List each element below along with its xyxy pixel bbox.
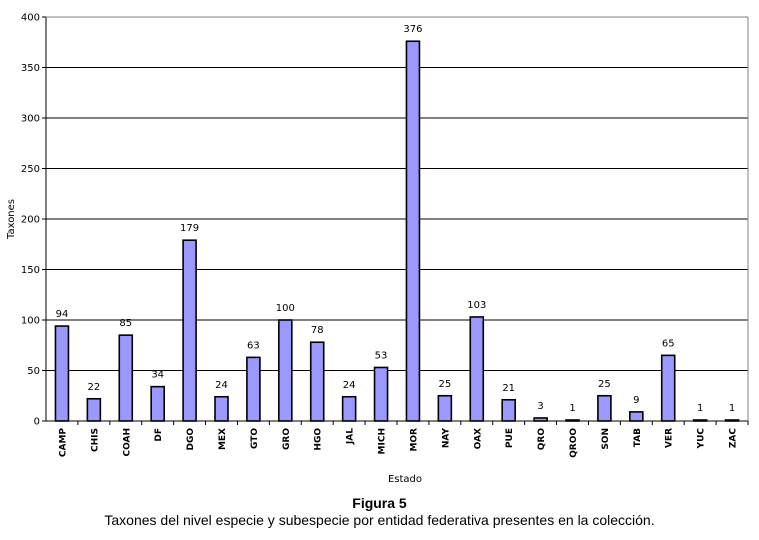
category-label-qro: QRO [537, 428, 547, 451]
bar-camp [54, 325, 70, 422]
bar-oax [469, 316, 485, 422]
data-label-zac: 1 [729, 403, 735, 414]
category-label-yuc: YUC [697, 428, 707, 450]
data-label-jal: 24 [343, 380, 356, 391]
data-label-nay: 25 [438, 379, 451, 390]
y-tick-label: 0 [34, 417, 40, 428]
y-tick-label: 200 [21, 215, 40, 226]
data-label-hgo: 78 [311, 325, 324, 336]
figure-description: Taxones del nivel especie y subespecie p… [104, 512, 655, 528]
figure-caption: Figura 5 Taxones del nivel especie y sub… [0, 494, 759, 529]
category-label-ver: VER [665, 428, 675, 448]
bar-chart: 0 50 100 150 200 250 300 350 400 94 CAMP 22 CHIS 85 CO… [6, 13, 749, 485]
category-label-hgo: HGO [314, 428, 324, 451]
data-label-son: 25 [598, 379, 611, 390]
data-label-camp: 94 [56, 309, 69, 320]
bar-gto [246, 356, 261, 422]
data-label-mich: 53 [375, 350, 388, 361]
category-label-pue: PUE [505, 428, 515, 448]
bar-pue [501, 398, 516, 422]
data-label-ver: 65 [662, 338, 675, 349]
category-label-camp: CAMP [58, 428, 68, 458]
bar-son [597, 394, 612, 422]
category-label-qroo: QROO [569, 428, 579, 458]
x-axis-label: Estado [388, 474, 422, 485]
category-label-nay: NAY [441, 428, 451, 449]
category-label-gro: GRO [282, 428, 292, 450]
gridlines [46, 16, 748, 371]
bar-mor [405, 40, 421, 422]
data-label-tab: 9 [633, 395, 639, 406]
bar-df [150, 385, 165, 422]
category-label-mor: MOR [409, 428, 419, 452]
data-label-qro: 3 [537, 401, 543, 412]
category-label-jal: JAL [346, 428, 356, 445]
figure-title: Figura 5 [352, 495, 407, 511]
y-tick-label: 100 [21, 316, 40, 327]
category-label-zac: ZAC [729, 428, 739, 448]
bar-mich [373, 366, 389, 422]
bar-dgo [182, 239, 197, 422]
axes [42, 16, 749, 425]
y-axis-label: Taxones [6, 199, 17, 240]
bars [54, 40, 740, 422]
data-label-pue: 21 [502, 383, 515, 394]
bar-hgo [309, 341, 325, 422]
data-label-mex: 24 [215, 380, 228, 391]
category-label-chis: CHIS [90, 428, 100, 452]
category-label-df: DF [154, 428, 164, 442]
labels: 0 50 100 150 200 250 300 350 400 94 CAMP 22 CHIS 85 CO… [21, 13, 739, 458]
bar-tab [629, 411, 644, 422]
data-label-coah: 85 [119, 318, 132, 329]
category-label-mex: MEX [218, 428, 228, 450]
y-tick-label: 150 [21, 265, 40, 276]
data-label-gro: 100 [276, 303, 295, 314]
category-label-mich: MICH [378, 428, 388, 454]
y-tick-label: 250 [21, 164, 40, 175]
data-label-qroo: 1 [569, 403, 575, 414]
bar-gro [278, 319, 293, 422]
y-tick-label: 300 [21, 114, 40, 125]
data-label-oax: 103 [467, 300, 486, 311]
data-label-chis: 22 [87, 382, 100, 393]
data-label-yuc: 1 [697, 403, 703, 414]
bar-nay [437, 394, 453, 422]
y-tick-label: 400 [21, 13, 40, 24]
category-label-coah: COAH [122, 428, 132, 457]
category-label-dgo: DGO [186, 428, 196, 451]
data-label-dgo: 179 [180, 223, 199, 234]
bar-mex [214, 395, 229, 422]
data-label-gto: 63 [247, 340, 260, 351]
category-label-oax: OAX [473, 428, 483, 449]
category-label-tab: TAB [633, 428, 643, 447]
y-tick-label: 350 [21, 63, 40, 74]
category-label-gto: GTO [250, 428, 260, 449]
bar-jal [341, 395, 357, 422]
category-label-son: SON [601, 428, 611, 450]
bar-chis [86, 397, 102, 422]
bar-ver [660, 354, 676, 422]
bar-coah [118, 334, 134, 422]
data-label-df: 34 [151, 370, 164, 381]
data-label-mor: 376 [403, 24, 422, 35]
y-tick-label: 50 [27, 366, 40, 377]
